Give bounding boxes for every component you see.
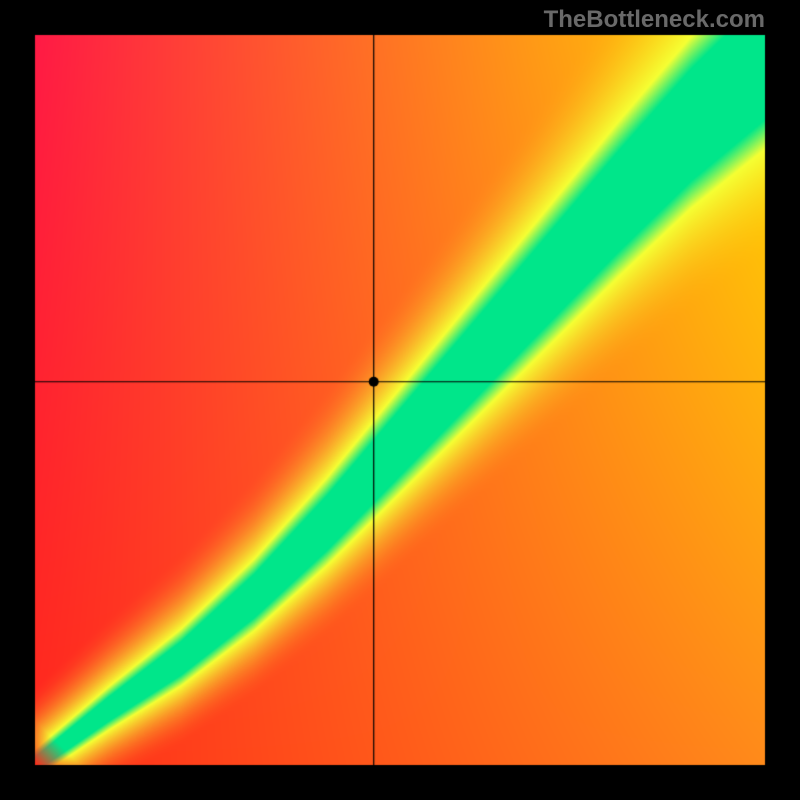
bottleneck-heatmap [0, 0, 800, 800]
watermark-text: TheBottleneck.com [544, 6, 765, 34]
